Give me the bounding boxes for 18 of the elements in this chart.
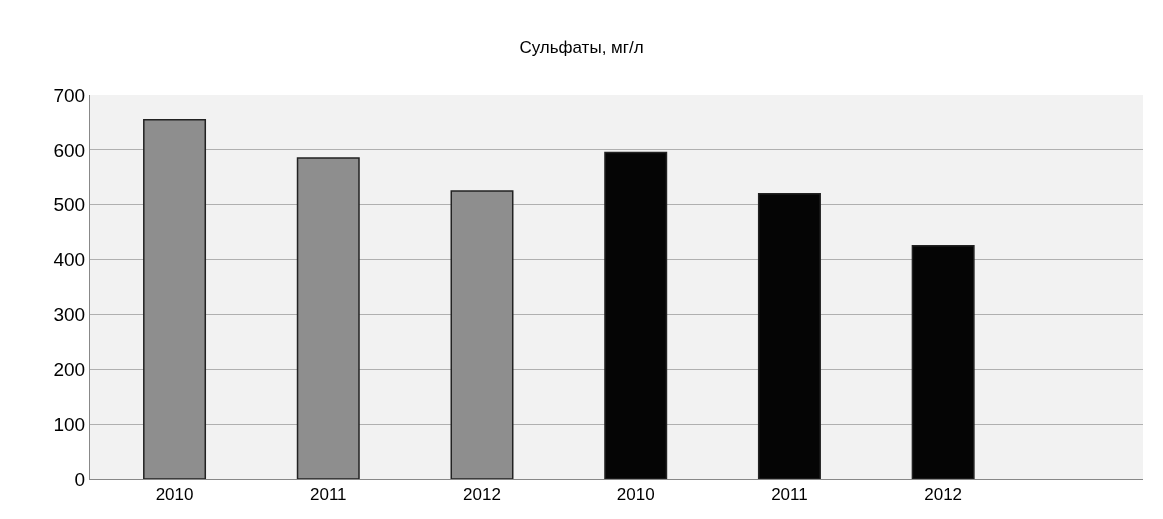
x-tick-label: 2012	[463, 485, 501, 505]
bar	[757, 192, 821, 479]
y-tick-label: 200	[53, 358, 86, 380]
x-tick-label: 2010	[616, 485, 655, 505]
y-tick-label: 700	[53, 84, 86, 106]
x-tick-label: 2011	[771, 485, 808, 505]
x-tick-label: 2010	[155, 485, 194, 505]
y-tick-label: 0	[74, 468, 86, 490]
y-tick-label: 600	[53, 139, 86, 161]
bar	[911, 245, 975, 479]
y-tick-label: 500	[53, 194, 86, 216]
x-tick-label: 2012	[924, 485, 963, 505]
y-tick-label: 400	[53, 249, 86, 271]
x-tick-label: 2011	[309, 485, 347, 505]
bar	[604, 151, 668, 479]
y-tick-label: 100	[53, 413, 86, 435]
y-tick-label: 300	[53, 304, 86, 326]
chart-title: Сульфаты, мг/л	[519, 38, 644, 58]
